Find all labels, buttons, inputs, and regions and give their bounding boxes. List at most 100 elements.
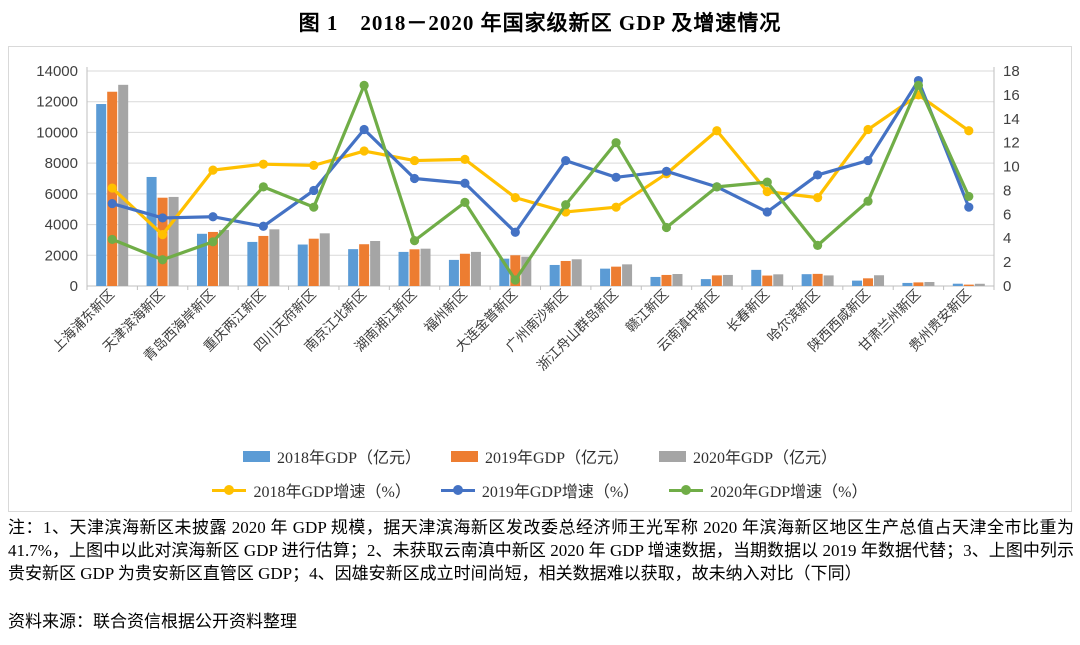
- bar: [247, 241, 258, 286]
- bar: [902, 282, 913, 286]
- line-marker: [661, 222, 672, 233]
- line-marker: [359, 146, 369, 156]
- legend-row-lines: 2018年GDP增速（%） 2019年GDP增速（%） 2020年GDP增速（%…: [212, 478, 868, 502]
- legend-swatch-bar-2020: [659, 450, 686, 462]
- line-marker: [863, 155, 873, 166]
- svg-text:赣江新区: 赣江新区: [623, 287, 672, 336]
- line-marker: [964, 202, 974, 212]
- svg-text:2000: 2000: [45, 247, 78, 264]
- right-axis-labels: 0 2 4 6 8 10 12 14 16 18: [1003, 63, 1020, 295]
- legend-label: 2019年GDP增速（%）: [481, 484, 640, 501]
- bar: [499, 258, 510, 286]
- bar: [96, 104, 107, 286]
- bar: [370, 241, 381, 286]
- svg-text:14000: 14000: [36, 63, 78, 80]
- svg-text:8000: 8000: [45, 155, 78, 172]
- line: [111, 78, 971, 234]
- legend-swatch-line-2020: [669, 484, 704, 496]
- line-marker: [258, 182, 268, 192]
- line-marker: [863, 196, 873, 206]
- bar: [571, 259, 582, 286]
- line-marker: [460, 178, 470, 188]
- legend-label: 2020年GDP增速（%）: [710, 484, 868, 501]
- svg-text:6: 6: [1003, 206, 1011, 223]
- legend-item-growth-2019: 2019年GDP增速（%）: [440, 478, 640, 502]
- bar: [963, 284, 974, 286]
- bar: [560, 260, 571, 286]
- bar: [470, 251, 481, 286]
- bar: [700, 279, 711, 286]
- line: [111, 83, 971, 282]
- bar: [812, 273, 823, 286]
- svg-text:10000: 10000: [36, 124, 78, 141]
- bar: [913, 282, 924, 286]
- x-axis-labels: 上海浦东新区天津滨海新区青岛西海岸新区重庆两江新区四川天府新区南京江北新区湖南湘…: [49, 287, 973, 374]
- bar: [308, 238, 319, 286]
- svg-text:2: 2: [1003, 254, 1011, 271]
- bar: [258, 235, 269, 286]
- figure-title: 图 1 2018－2020 年国家级新区 GDP 及增速情况: [298, 11, 782, 35]
- bar: [196, 233, 207, 286]
- bar-series-0: [96, 104, 963, 286]
- line-marker: [661, 166, 672, 176]
- bar: [218, 229, 229, 286]
- legend-label: 2018年GDP增速（%）: [253, 484, 411, 501]
- line-marker: [107, 183, 117, 193]
- figure-source: 资料来源：联合资信根据公开资料整理: [8, 612, 297, 631]
- legend-item-gdp-2018: 2018年GDP（亿元）: [242, 444, 421, 468]
- bar: [146, 176, 157, 286]
- bar: [874, 275, 885, 286]
- line-marker: [712, 126, 722, 136]
- svg-text:12000: 12000: [36, 94, 78, 111]
- line-marker: [964, 191, 974, 202]
- svg-text:8: 8: [1003, 182, 1011, 199]
- figure-note: 注：1、天津滨海新区未披露 2020 年 GDP 规模，据天津滨海新区发改委总经…: [8, 518, 1074, 583]
- line-marker: [409, 155, 420, 166]
- line: [111, 93, 970, 237]
- bar: [157, 197, 168, 286]
- line-marker: [258, 159, 268, 169]
- line-marker: [510, 193, 520, 203]
- chart-legend: 2018年GDP（亿元） 2019年GDP（亿元） 2020年GDP（亿元） 2…: [9, 444, 1071, 502]
- line-marker: [359, 124, 369, 135]
- line-series-2: [107, 80, 974, 285]
- line-marker: [863, 124, 873, 135]
- svg-text:10: 10: [1003, 159, 1020, 176]
- svg-text:16: 16: [1003, 87, 1020, 104]
- bar-series-1: [107, 91, 974, 286]
- bar: [510, 255, 521, 286]
- line-series-1: [107, 75, 974, 237]
- line-marker: [813, 170, 823, 180]
- bar: [459, 253, 470, 286]
- legend-swatch-bar-2019: [450, 450, 478, 462]
- legend-item-gdp-2020: 2020年GDP（亿元）: [659, 444, 837, 468]
- bar: [398, 251, 409, 286]
- line-marker: [510, 227, 520, 237]
- line-marker: [611, 172, 621, 182]
- svg-text:18: 18: [1003, 63, 1020, 80]
- bar: [611, 266, 622, 286]
- bar: [672, 274, 683, 286]
- bar: [297, 244, 308, 286]
- legend-label: 2020年GDP（亿元）: [693, 450, 838, 467]
- line-marker: [107, 198, 117, 209]
- line-marker: [157, 230, 168, 240]
- line-marker: [561, 155, 571, 166]
- line-marker: [208, 237, 218, 247]
- legend-swatch-line-2019: [440, 484, 475, 496]
- line-marker: [309, 160, 319, 170]
- legend-item-gdp-2019: 2019年GDP（亿元）: [450, 444, 629, 468]
- svg-text:0: 0: [1003, 278, 1011, 295]
- gridlines: [87, 70, 994, 287]
- bar: [207, 231, 218, 286]
- bar: [974, 283, 985, 286]
- line-marker: [611, 202, 621, 212]
- bar: [622, 264, 633, 286]
- legend-swatch-bar-2018: [242, 450, 270, 462]
- bar: [823, 275, 834, 286]
- line-marker: [208, 165, 218, 175]
- svg-text:0: 0: [70, 278, 78, 295]
- bar: [711, 275, 722, 286]
- bar: [852, 280, 863, 286]
- line-marker: [813, 240, 823, 250]
